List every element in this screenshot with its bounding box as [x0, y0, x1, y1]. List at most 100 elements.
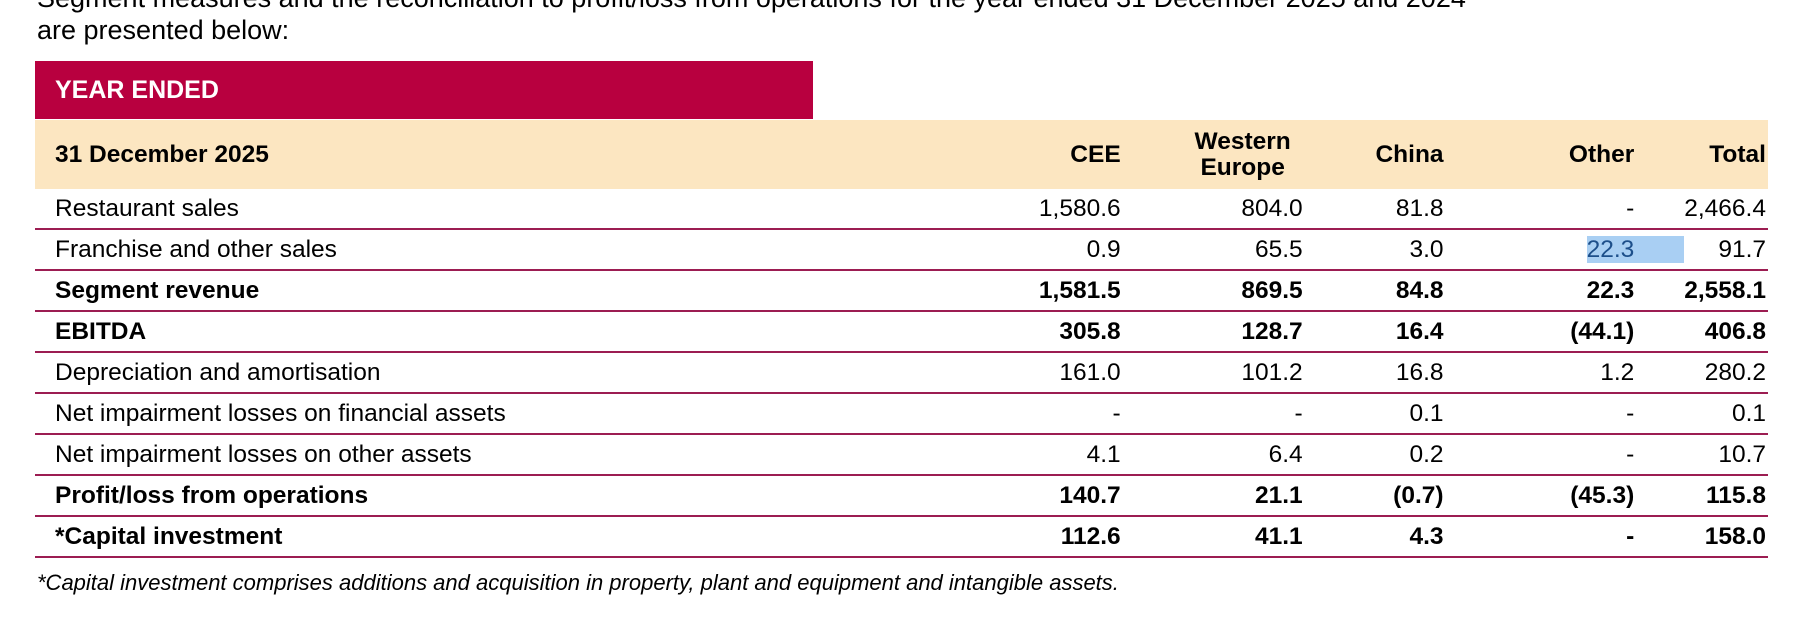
cell-cee: -	[940, 393, 1121, 435]
cell-cee: 1,581.5	[940, 270, 1121, 312]
cell-value: 91.7	[1718, 235, 1766, 263]
cell-value: (44.1)	[1570, 317, 1635, 345]
cell-other: (44.1)	[1493, 311, 1685, 353]
cell-value: 4.3	[1409, 522, 1444, 550]
cell-value: 0.2	[1409, 440, 1444, 468]
cell-value: 0.1	[1731, 399, 1766, 427]
intro-text: Segment measures and the reconciliation …	[37, 0, 1797, 46]
cell-western-europe: 128.7	[1120, 311, 1303, 353]
cell-value: 41.1	[1254, 522, 1303, 550]
year-ended-banner: YEAR ENDED	[35, 61, 813, 119]
cell-value: 3.0	[1409, 235, 1444, 263]
cell-value: 16.4	[1395, 317, 1444, 345]
cell-value: 101.2	[1241, 358, 1303, 386]
header-period: 31 December 2025	[55, 140, 269, 168]
cell-value: (0.7)	[1393, 481, 1444, 509]
table-row: Restaurant sales 1,580.6 804.0 81.8 - 2,466.4	[35, 189, 1768, 230]
cell-value: 16.8	[1395, 358, 1444, 386]
cell-western-europe: 101.2	[1120, 352, 1303, 394]
cell-cee: 0.9	[940, 229, 1121, 271]
cell-total: 2,466.4	[1684, 189, 1768, 230]
cell-value: 21.1	[1254, 481, 1303, 509]
cell-value: 869.5	[1241, 276, 1303, 304]
cell-value: -	[1112, 399, 1121, 427]
table-row: EBITDA 305.8 128.7 16.4 (44.1) 406.8	[35, 311, 1768, 353]
cell-total: 115.8	[1684, 475, 1768, 517]
cell-value: 81.8	[1395, 194, 1444, 222]
cell-value: 305.8	[1059, 317, 1121, 345]
header-china: China	[1303, 120, 1494, 189]
cell-other: 1.2	[1493, 352, 1685, 394]
header-other: Other	[1494, 120, 1685, 189]
cell-value: 22.3	[1586, 276, 1635, 304]
segment-table: 31 December 2025 CEE Western Europe Chin…	[35, 120, 1768, 558]
cell-total: 91.7	[1684, 229, 1768, 271]
table-row: Depreciation and amortisation 161.0 101.2 1…	[35, 352, 1768, 394]
cell-china: 3.0	[1302, 229, 1494, 271]
header-total: Total	[1709, 140, 1766, 168]
cell-other: -	[1493, 516, 1685, 558]
row-label: Franchise and other sales	[35, 229, 941, 271]
cell-value: 406.8	[1704, 317, 1766, 345]
cell-value: 22.3	[1586, 235, 1685, 263]
cell-cee: 112.6	[940, 516, 1121, 558]
header-china-label: China	[1375, 140, 1444, 168]
cell-cee: 140.7	[940, 475, 1121, 517]
cell-china: 0.1	[1302, 393, 1494, 435]
cell-value: 158.0	[1704, 522, 1766, 550]
cell-china: 81.8	[1302, 189, 1494, 230]
row-label: Segment revenue	[35, 270, 941, 312]
cell-value: -	[1626, 522, 1635, 550]
cell-value: -	[1626, 440, 1635, 468]
cell-china: (0.7)	[1302, 475, 1494, 517]
cell-value: 2,466.4	[1684, 194, 1766, 222]
cell-china: 0.2	[1302, 434, 1494, 476]
cell-western-europe: 869.5	[1120, 270, 1303, 312]
cell-value: 2,558.1	[1684, 276, 1766, 304]
table-row: Net impairment losses on financial asset…	[35, 393, 1768, 435]
cell-other: (45.3)	[1493, 475, 1685, 517]
cell-value: 6.4	[1268, 440, 1303, 468]
cell-total: 0.1	[1684, 393, 1768, 435]
row-label: Restaurant sales	[35, 189, 941, 230]
row-label: *Capital investment	[35, 516, 941, 558]
cell-value: 1,581.5	[1038, 276, 1121, 304]
cell-western-europe: -	[1120, 393, 1303, 435]
table-row: Profit/loss from operations 140.7 21.1 (0.7…	[35, 475, 1768, 517]
cell-western-europe: 41.1	[1120, 516, 1303, 558]
cell-western-europe: 21.1	[1120, 475, 1303, 517]
cell-value: -	[1626, 194, 1635, 222]
table-row: *Capital investment 112.6 41.1 4.3 - 158.0	[35, 516, 1768, 558]
cell-other: 22.3	[1493, 270, 1685, 312]
cell-value: 10.7	[1718, 440, 1766, 468]
table-row: Net impairment losses on other assets 4.1…	[35, 434, 1768, 476]
cell-value: 1,580.6	[1038, 194, 1121, 222]
cell-other: 22.3	[1493, 229, 1685, 271]
header-other-label: Other	[1568, 140, 1635, 168]
cell-total: 406.8	[1684, 311, 1768, 353]
cell-china: 4.3	[1302, 516, 1494, 558]
cell-cee: 1,580.6	[940, 189, 1121, 230]
cell-value: (45.3)	[1570, 481, 1635, 509]
table-row: Franchise and other sales 0.9 65.5 3.0 22.3 9…	[35, 229, 1768, 271]
header-western-europe-label: Western Europe	[1194, 127, 1291, 181]
row-label: Net impairment losses on financial asset…	[35, 393, 941, 435]
cell-cee: 4.1	[940, 434, 1121, 476]
cell-china: 84.8	[1302, 270, 1494, 312]
cell-other: -	[1493, 393, 1685, 435]
cell-cee: 161.0	[940, 352, 1121, 394]
table-header-row: 31 December 2025 CEE Western Europe Chin…	[35, 120, 1768, 189]
intro-line-2: are presented below:	[37, 15, 290, 45]
cell-value: 65.5	[1254, 235, 1303, 263]
cell-value: 1.2	[1600, 358, 1635, 386]
cell-other: -	[1493, 189, 1685, 230]
footnote: *Capital investment comprises additions …	[37, 570, 1119, 595]
cell-value: -	[1626, 399, 1635, 427]
cell-cee: 305.8	[940, 311, 1121, 353]
cell-western-europe: 65.5	[1120, 229, 1303, 271]
row-label: Depreciation and amortisation	[35, 352, 941, 394]
row-label: EBITDA	[35, 311, 941, 353]
cell-value: 804.0	[1241, 194, 1303, 222]
cell-value: 84.8	[1395, 276, 1444, 304]
cell-western-europe: 6.4	[1120, 434, 1303, 476]
